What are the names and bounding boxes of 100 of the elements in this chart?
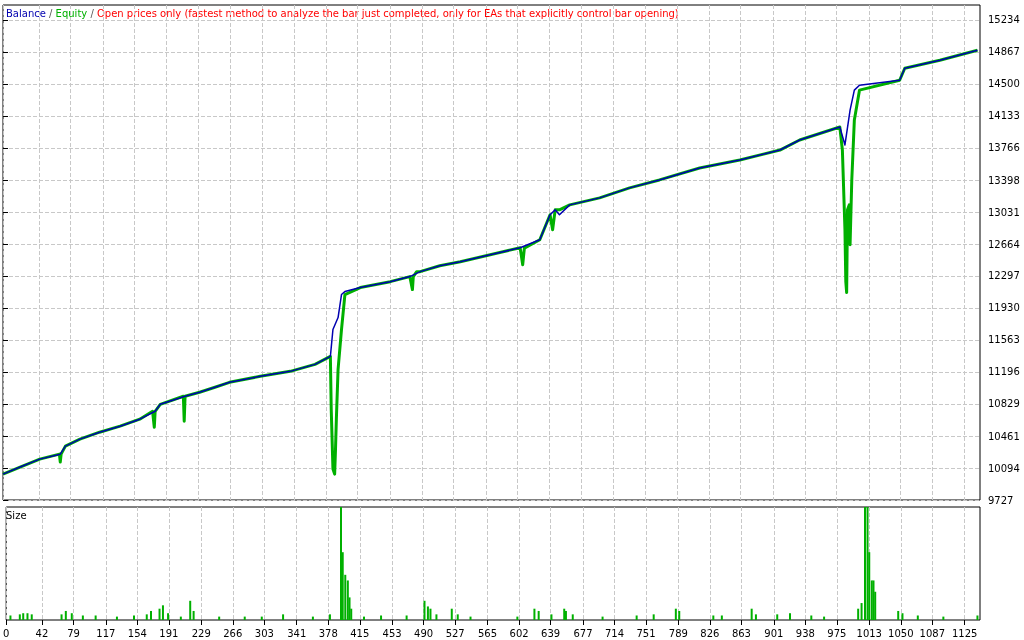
bar <box>145 614 148 620</box>
bar <box>720 615 723 620</box>
bar <box>423 600 426 620</box>
x-tick-label: 0 <box>2 627 10 639</box>
bar <box>810 615 813 620</box>
y-tick-label: 11563 <box>988 334 1020 346</box>
y-tick-label: 15234 <box>988 14 1020 26</box>
bar <box>30 614 33 620</box>
bar <box>435 614 438 620</box>
y-tick-label: 12297 <box>988 270 1020 282</box>
bar <box>26 613 29 620</box>
bar <box>712 615 715 620</box>
y-tick-label: 13766 <box>988 142 1020 154</box>
y-tick-label: 13031 <box>988 206 1020 218</box>
x-tick-label: 527 <box>445 627 465 639</box>
x-tick-label: 1050 <box>888 627 914 639</box>
bar <box>429 608 432 620</box>
y-tick-label: 14500 <box>988 78 1020 90</box>
bar <box>132 615 135 620</box>
x-tick-label: 303 <box>254 627 274 639</box>
x-tick-label: 117 <box>96 627 116 639</box>
x-tick-label: 901 <box>764 627 784 639</box>
text: Balance <box>6 7 46 19</box>
bar <box>537 610 540 620</box>
x-tick-label: 191 <box>159 627 179 639</box>
bar <box>18 614 21 620</box>
bar <box>789 613 792 620</box>
annotation: / <box>87 7 97 19</box>
bar <box>167 613 170 620</box>
x-tick-label: 1087 <box>919 627 946 639</box>
x-tick-label: 826 <box>700 627 720 639</box>
y-tick-label: 10094 <box>988 462 1020 474</box>
chart-title: Size <box>6 509 27 521</box>
bar <box>550 614 553 620</box>
bar <box>776 614 779 620</box>
bar <box>857 608 860 620</box>
bar <box>22 613 25 620</box>
y-tick-label: 14867 <box>988 46 1020 58</box>
x-tick-label: 789 <box>668 627 688 639</box>
bar <box>161 605 164 620</box>
x-tick-label: 341 <box>287 627 307 639</box>
bar <box>70 613 73 620</box>
bar <box>456 614 459 620</box>
x-tick-label: 602 <box>509 627 529 639</box>
bar <box>450 608 453 620</box>
x-tick-label: 639 <box>541 627 561 639</box>
bar <box>754 614 757 620</box>
x-tick-label: 565 <box>478 627 498 639</box>
x-tick-label: 266 <box>223 627 243 639</box>
bar <box>189 600 192 620</box>
x-tick-label: 42 <box>35 627 49 639</box>
bar <box>571 614 574 620</box>
bar <box>64 610 67 620</box>
x-tick-label: 677 <box>573 627 593 639</box>
bar <box>192 610 195 620</box>
annotation: / <box>45 7 56 19</box>
y-tick-label: 12664 <box>988 238 1020 250</box>
bar <box>328 614 331 620</box>
x-tick-label: 975 <box>827 627 847 639</box>
x-tick-label: 229 <box>191 627 211 639</box>
y-tick-label: 11196 <box>988 366 1020 378</box>
bar <box>916 615 919 620</box>
bar <box>81 615 84 620</box>
y-tick-label: 14133 <box>988 110 1020 122</box>
x-tick-label: 79 <box>67 627 80 639</box>
bar <box>976 615 979 620</box>
bar <box>674 608 677 620</box>
y-tick-label: 10829 <box>988 398 1020 410</box>
x-tick-label: 1125 <box>951 627 978 639</box>
bar <box>533 608 536 620</box>
y-tick-label: 10461 <box>988 430 1020 442</box>
bar <box>901 613 904 620</box>
x-tick-label: 938 <box>795 627 815 639</box>
bar <box>158 608 161 620</box>
bar <box>897 610 900 620</box>
x-tick-label: 751 <box>636 627 656 639</box>
bar <box>150 610 153 620</box>
x-tick-label: 1013 <box>856 627 882 639</box>
x-tick-label: 154 <box>127 627 147 639</box>
bar <box>282 614 285 620</box>
bar <box>94 615 97 620</box>
y-tick-label: 13398 <box>988 174 1020 186</box>
x-tick-label: 863 <box>731 627 751 639</box>
bar <box>9 615 12 620</box>
x-tick-label: 415 <box>350 627 370 639</box>
bar <box>380 615 383 620</box>
y-tick-label: 9727 <box>988 494 1014 506</box>
y-tick-label: 11930 <box>988 302 1020 314</box>
bar <box>635 615 638 620</box>
x-tick-label: 453 <box>382 627 402 639</box>
bar <box>405 615 408 620</box>
x-tick-label: 378 <box>318 627 338 639</box>
x-tick-label: 714 <box>604 627 625 639</box>
bar <box>652 614 655 620</box>
bar <box>340 507 343 620</box>
x-tick-label: 490 <box>414 627 434 639</box>
bar <box>750 608 753 620</box>
bar <box>678 610 681 620</box>
bar <box>60 614 63 620</box>
text: Equity <box>55 7 88 19</box>
